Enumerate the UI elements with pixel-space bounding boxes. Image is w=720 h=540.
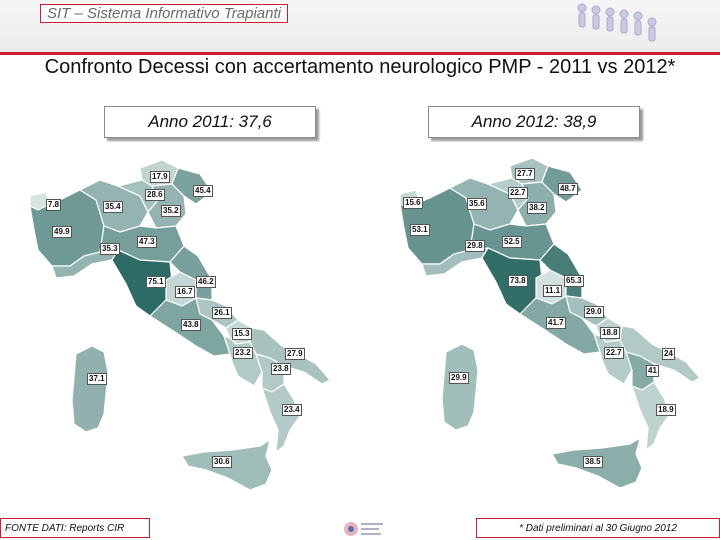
value-label: 37.1 bbox=[87, 373, 107, 385]
value-label: 52.5 bbox=[502, 236, 522, 248]
value-label: 47.3 bbox=[137, 236, 157, 248]
value-label: 7.8 bbox=[46, 199, 62, 211]
footer-note: * Dati preliminari al 30 Giugno 2012 bbox=[476, 518, 720, 538]
value-label: 41 bbox=[646, 365, 659, 377]
value-label: 24 bbox=[662, 348, 675, 360]
header-title: SIT – Sistema Informativo Trapianti bbox=[40, 4, 288, 23]
value-label: 17.9 bbox=[150, 171, 170, 183]
value-label: 16.7 bbox=[175, 286, 195, 298]
year-2012-box: Anno 2012: 38,9 bbox=[428, 106, 640, 138]
value-label: 29.9 bbox=[449, 372, 469, 384]
value-label: 29.0 bbox=[584, 306, 604, 318]
value-label: 27.9 bbox=[285, 348, 305, 360]
value-label: 49.9 bbox=[52, 226, 72, 238]
value-label: 38.5 bbox=[583, 456, 603, 468]
value-label: 29.8 bbox=[465, 240, 485, 252]
value-label: 11.1 bbox=[543, 285, 563, 297]
value-label: 15.6 bbox=[403, 197, 423, 209]
region-sardegna bbox=[441, 343, 479, 431]
value-label: 18.8 bbox=[600, 327, 620, 339]
region-calabria bbox=[631, 381, 671, 452]
value-label: 73.8 bbox=[508, 275, 528, 287]
value-label: 45.4 bbox=[193, 185, 213, 197]
value-label: 35.6 bbox=[467, 198, 487, 210]
footer-source: FONTE DATI: Reports CIR bbox=[0, 518, 150, 538]
rete-trapianti-logo-icon bbox=[344, 522, 383, 536]
header-bar: SIT – Sistema Informativo Trapianti bbox=[0, 0, 720, 55]
value-label: 35.4 bbox=[103, 201, 123, 213]
value-label: 30.6 bbox=[212, 456, 232, 468]
value-label: 28.6 bbox=[145, 189, 165, 201]
value-label: 22.7 bbox=[604, 347, 624, 359]
value-label: 48.7 bbox=[558, 183, 578, 195]
year-2011-box: Anno 2011: 37,6 bbox=[104, 106, 316, 138]
value-label: 43.8 bbox=[181, 319, 201, 331]
value-label: 53.1 bbox=[410, 224, 430, 236]
value-label: 23.2 bbox=[233, 347, 253, 359]
value-label: 22.7 bbox=[508, 187, 528, 199]
value-label: 46.2 bbox=[196, 276, 216, 288]
value-label: 35.3 bbox=[100, 243, 120, 255]
value-label: 65.3 bbox=[564, 275, 584, 287]
value-label: 27.7 bbox=[515, 168, 535, 180]
region-calabria bbox=[261, 383, 301, 454]
value-label: 41.7 bbox=[546, 317, 566, 329]
value-label: 18.9 bbox=[656, 404, 676, 416]
value-label: 35.2 bbox=[161, 205, 181, 217]
value-label: 26.1 bbox=[212, 307, 232, 319]
value-label: 15.3 bbox=[232, 328, 252, 340]
value-label: 23.8 bbox=[271, 363, 291, 375]
value-label: 75.1 bbox=[146, 276, 166, 288]
value-label: 38.2 bbox=[527, 202, 547, 214]
value-label: 23.4 bbox=[282, 404, 302, 416]
region-sardegna bbox=[71, 345, 109, 433]
slide-title: Confronto Decessi con accertamento neuro… bbox=[44, 56, 676, 78]
people-logo-icon bbox=[577, 3, 657, 42]
